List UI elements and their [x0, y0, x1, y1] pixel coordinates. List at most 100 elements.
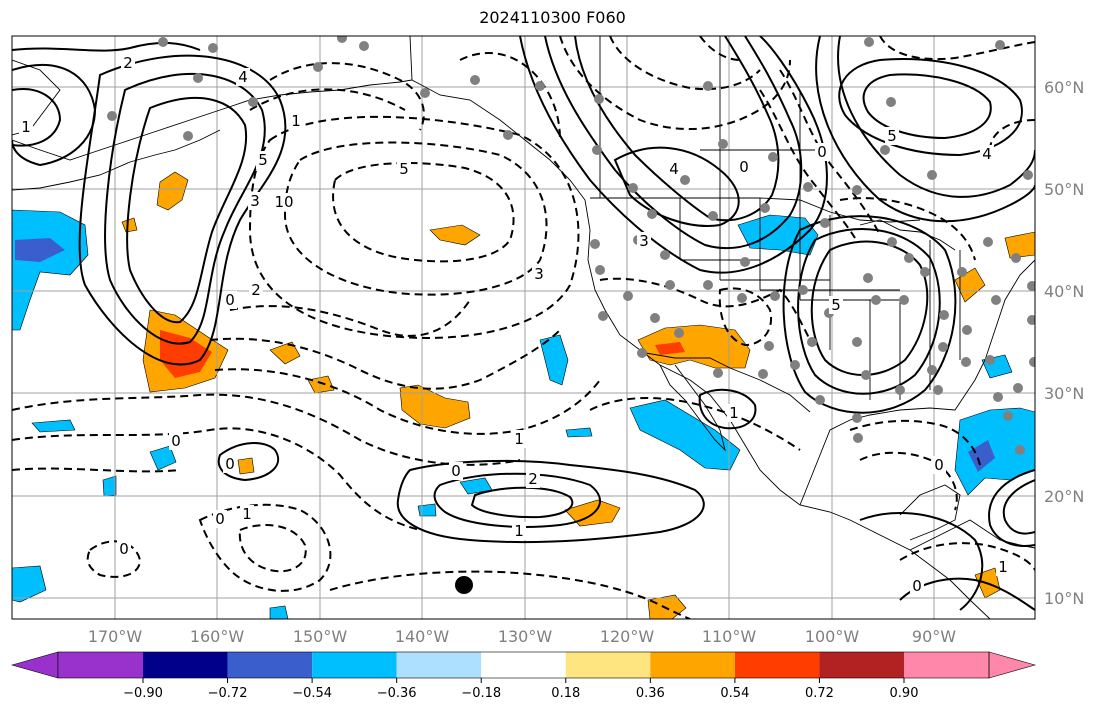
colorbar-ticks: −0.90 −0.72 −0.54 −0.36 −0.18 0.18 0.36 0.54 0.7… — [123, 678, 918, 701]
shaded-anomalies — [12, 171, 1035, 619]
negative-anomaly-area — [102, 475, 117, 497]
border-us-mexico — [639, 351, 811, 413]
central-america — [909, 519, 1035, 551]
colorbar-segment — [396, 652, 482, 678]
contour-positive — [815, 36, 1035, 223]
contour-negative — [329, 570, 691, 619]
alaska-coast — [12, 79, 413, 161]
yucatan — [899, 484, 961, 541]
lon-label: 100°W — [805, 627, 860, 646]
gridlines — [12, 36, 1035, 619]
contour-positive — [574, 36, 780, 222]
contour-label: 2 — [526, 470, 540, 488]
contour-label: 0 — [449, 462, 463, 480]
positive-anomaly-area — [1004, 231, 1035, 259]
positive-anomaly-area — [655, 342, 685, 355]
colorbar-segment — [58, 652, 143, 678]
contour-negative — [209, 329, 561, 390]
svg-text:3: 3 — [534, 265, 544, 283]
longitude-labels: 170°W 160°W 150°W 140°W 130°W 120°W 110°… — [88, 627, 956, 646]
svg-text:5: 5 — [258, 151, 268, 169]
plot-title: 2024110300 F060 — [479, 8, 626, 27]
colorbar-segment — [904, 652, 989, 678]
svg-text:0: 0 — [215, 510, 225, 528]
contour-positive — [433, 472, 601, 528]
baja-coast — [659, 364, 726, 452]
contour-positive — [544, 36, 803, 250]
contour-label: 1 — [512, 522, 526, 540]
svg-text:1: 1 — [514, 430, 524, 448]
svg-text:1: 1 — [242, 505, 252, 523]
contour-negative — [839, 197, 976, 261]
contour-positive — [838, 58, 1023, 157]
svg-text:0: 0 — [225, 291, 235, 309]
contour-negative — [718, 287, 773, 347]
positive-anomaly-area — [160, 330, 212, 378]
svg-text:1: 1 — [291, 112, 301, 130]
contour-positive — [1002, 479, 1035, 535]
colorbar-max-extension — [988, 651, 1037, 679]
contour-positive — [862, 73, 992, 140]
negative-anomaly-area — [565, 427, 593, 438]
negative-anomaly-area — [539, 334, 569, 386]
contour-positive — [104, 72, 266, 345]
colorbar-tick-label: −0.54 — [292, 686, 332, 701]
contour-label: 0 — [910, 577, 924, 595]
positive-anomaly-area — [237, 457, 255, 475]
contour-label: 4 — [236, 68, 250, 86]
contour-negative — [283, 141, 548, 296]
contour-labels: 2 4 1 5 3 10 0 2 1 5 3 0 4 3 0 5 1 1 0 2… — [19, 54, 1010, 595]
lon-label: 130°W — [498, 627, 553, 646]
colorbar-tick-label: 0.54 — [720, 686, 749, 701]
contour-negative — [759, 89, 856, 239]
negative-anomaly-area — [12, 565, 47, 603]
lon-label: 140°W — [395, 627, 450, 646]
contour-label: 0 — [169, 432, 183, 450]
lat-label: 60°N — [1044, 78, 1084, 97]
positive-anomaly-area — [429, 224, 481, 246]
svg-text:2: 2 — [251, 281, 261, 299]
lon-label: 160°W — [190, 627, 245, 646]
contour-negative — [559, 36, 791, 130]
contour-negative — [609, 36, 761, 91]
negative-anomaly-area — [737, 214, 819, 256]
contour-label: 3 — [532, 265, 546, 283]
contour-positive — [12, 41, 201, 52]
lat-label: 20°N — [1044, 487, 1084, 506]
positive-anomaly-area — [121, 217, 138, 233]
svg-text:5: 5 — [887, 127, 897, 145]
colorbar-segment — [650, 652, 735, 678]
lat-label: 10°N — [1044, 589, 1084, 608]
negative-anomaly-area — [149, 445, 177, 471]
contour-label: 0 — [223, 455, 237, 473]
svg-text:1: 1 — [21, 118, 31, 136]
contour-positive — [613, 146, 740, 227]
lon-label: 120°W — [600, 627, 655, 646]
contour-negative — [248, 115, 580, 339]
positive-anomaly-area — [156, 171, 189, 211]
colorbar: −0.90 −0.72 −0.54 −0.36 −0.18 0.18 0.36 0.54 0.7… — [10, 651, 1037, 701]
contour-label: 0 — [117, 540, 131, 558]
svg-text:10: 10 — [274, 193, 293, 211]
contour-label: 1 — [512, 430, 526, 448]
contour-label: 5 — [885, 127, 899, 145]
contour-negative — [269, 62, 425, 131]
coastlines — [12, 36, 1035, 619]
colorbar-tick-label: −0.18 — [461, 686, 501, 701]
contour-label: 0 — [737, 158, 751, 176]
colorbar-segment — [819, 652, 904, 678]
svg-text:1: 1 — [514, 522, 524, 540]
colorbar-min-extension — [10, 651, 59, 679]
contour-positive — [519, 36, 828, 274]
svg-text:4: 4 — [238, 68, 248, 86]
contour-negative — [899, 542, 1035, 571]
lon-label: 90°W — [912, 627, 956, 646]
contour-positive — [698, 388, 757, 430]
contour-label: 5 — [397, 160, 411, 178]
negative-anomaly-area — [629, 399, 741, 471]
contour-label: 3 — [248, 192, 262, 210]
colorbar-tick-label: 0.72 — [805, 686, 834, 701]
contour-label: 1 — [727, 404, 741, 422]
contour-positive — [126, 96, 248, 324]
